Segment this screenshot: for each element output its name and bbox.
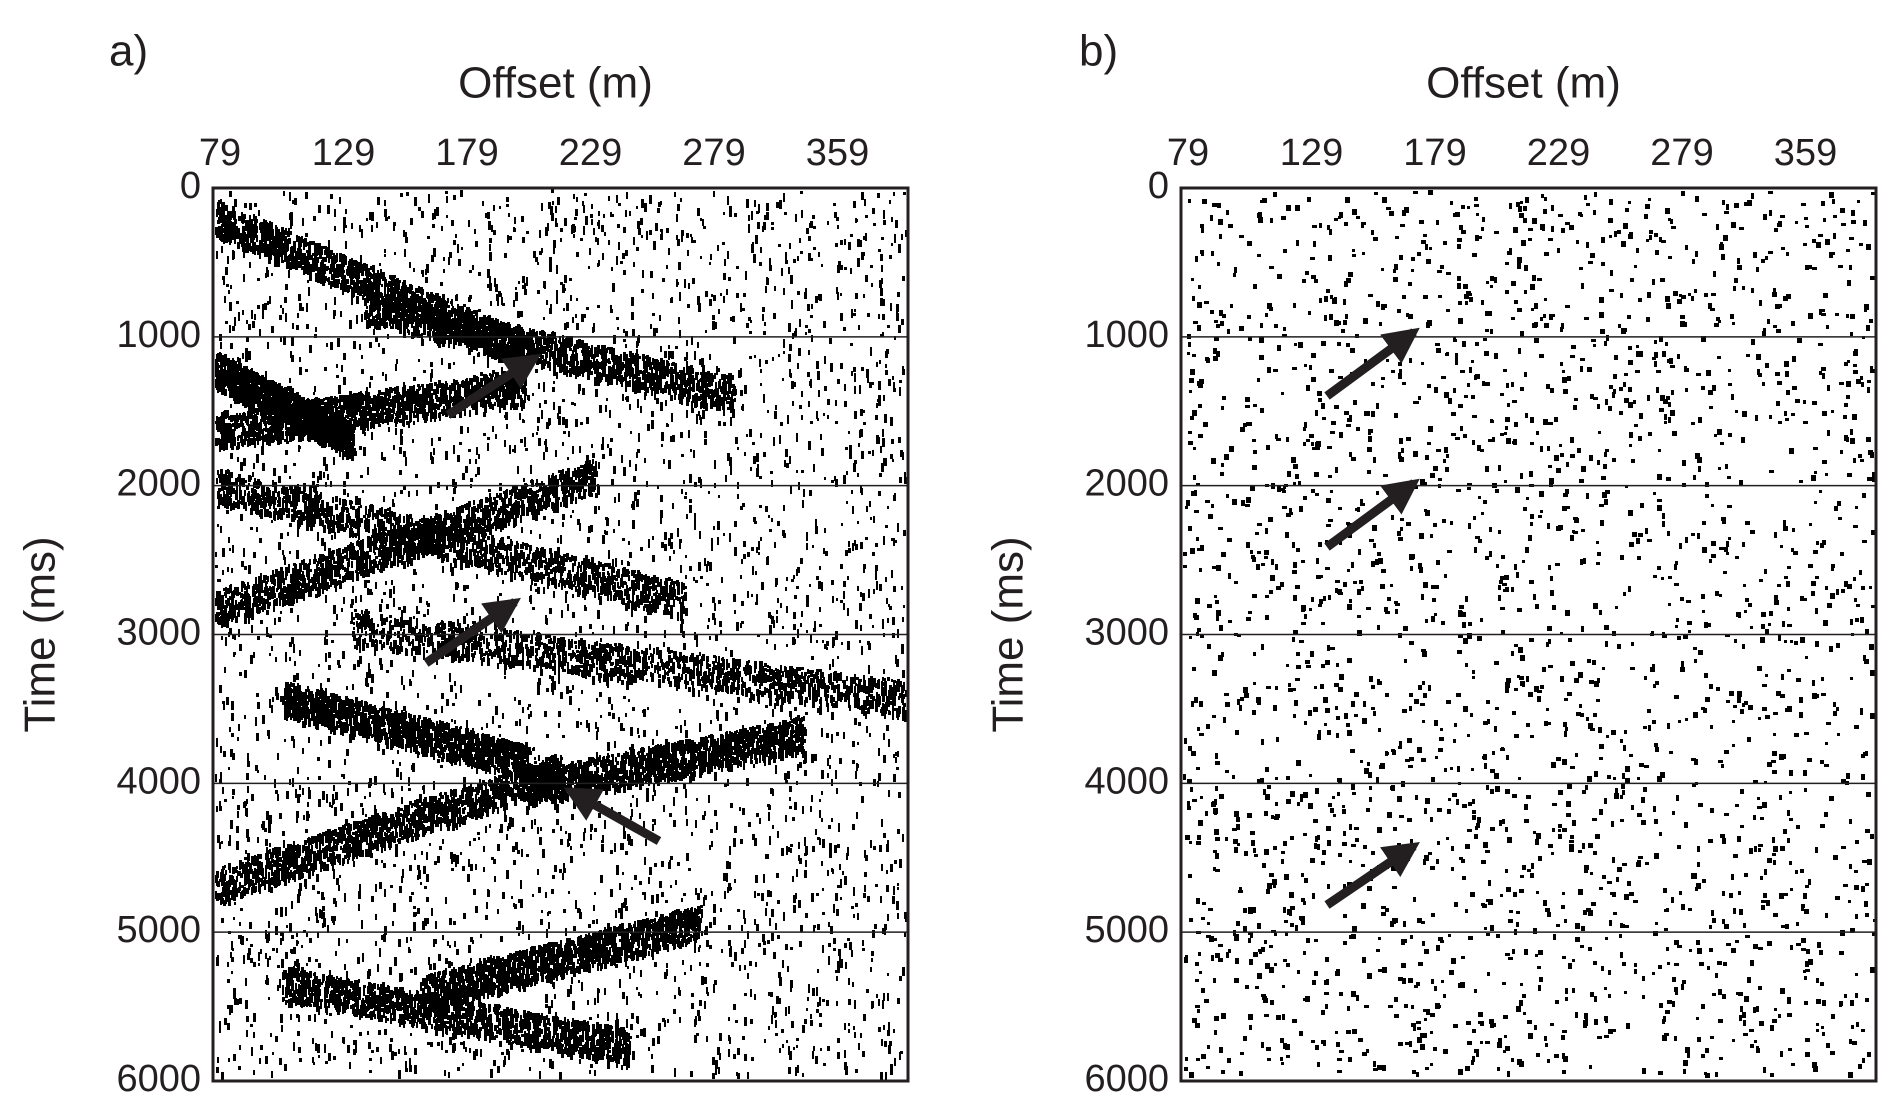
x-axis-label: Offset (m) bbox=[458, 59, 653, 108]
y-axis-label: Time (ms) bbox=[984, 536, 1033, 732]
panels: 0 1000 2000 3000 4000 5000 6000 79 129 179 229 279 3… bbox=[16, 27, 1878, 1100]
arrow bbox=[1324, 841, 1420, 909]
y-tick-label: 1000 bbox=[1084, 314, 1169, 356]
panel: 0 1000 2000 3000 4000 5000 6000 79 129 179 229 279 3… bbox=[984, 27, 1878, 1100]
x-tick-label: 179 bbox=[435, 132, 498, 174]
x-tick-label: 79 bbox=[1167, 132, 1209, 174]
arrows bbox=[423, 327, 1420, 909]
y-tick-label: 4000 bbox=[1084, 760, 1169, 802]
panel-label: b) bbox=[1079, 27, 1118, 76]
panel: 0 1000 2000 3000 4000 5000 6000 79 129 179 229 279 3… bbox=[16, 27, 910, 1100]
arrow bbox=[423, 597, 521, 667]
y-tick-label: 0 bbox=[1148, 165, 1169, 207]
x-tick-label: 359 bbox=[1774, 132, 1837, 174]
y-axis-label: Time (ms) bbox=[16, 536, 65, 732]
y-tick-label: 6000 bbox=[116, 1058, 201, 1100]
x-tick-label: 179 bbox=[1403, 132, 1466, 174]
y-tick-label: 3000 bbox=[116, 612, 201, 654]
arrow bbox=[563, 787, 662, 845]
x-tick-label: 129 bbox=[312, 132, 375, 174]
y-tick-label: 5000 bbox=[116, 909, 201, 951]
y-tick-label: 0 bbox=[180, 165, 201, 207]
plot-frame bbox=[211, 186, 910, 1083]
y-tick-label: 2000 bbox=[1084, 463, 1169, 505]
x-tick-label: 129 bbox=[1280, 132, 1343, 174]
x-axis-label: Offset (m) bbox=[1426, 59, 1621, 108]
seismic-texture bbox=[215, 189, 908, 1081]
y-tick-label: 4000 bbox=[116, 760, 201, 802]
arrow bbox=[1324, 478, 1420, 551]
x-tick-label: 229 bbox=[559, 132, 622, 174]
y-tick-label: 1000 bbox=[116, 314, 201, 356]
x-tick-label: 79 bbox=[199, 132, 241, 174]
y-tick-label: 2000 bbox=[116, 463, 201, 505]
x-tick-label: 359 bbox=[806, 132, 869, 174]
y-tick-label: 5000 bbox=[1084, 909, 1169, 951]
panel-label: a) bbox=[109, 27, 148, 76]
x-tick-label: 279 bbox=[1650, 132, 1713, 174]
x-tick-label: 229 bbox=[1527, 132, 1590, 174]
arrow bbox=[445, 354, 542, 419]
arrow bbox=[1324, 327, 1420, 400]
y-tick-label: 6000 bbox=[1084, 1058, 1169, 1100]
x-tick-label: 279 bbox=[682, 132, 745, 174]
plot-frame bbox=[1179, 186, 1878, 1083]
y-tick-label: 3000 bbox=[1084, 612, 1169, 654]
